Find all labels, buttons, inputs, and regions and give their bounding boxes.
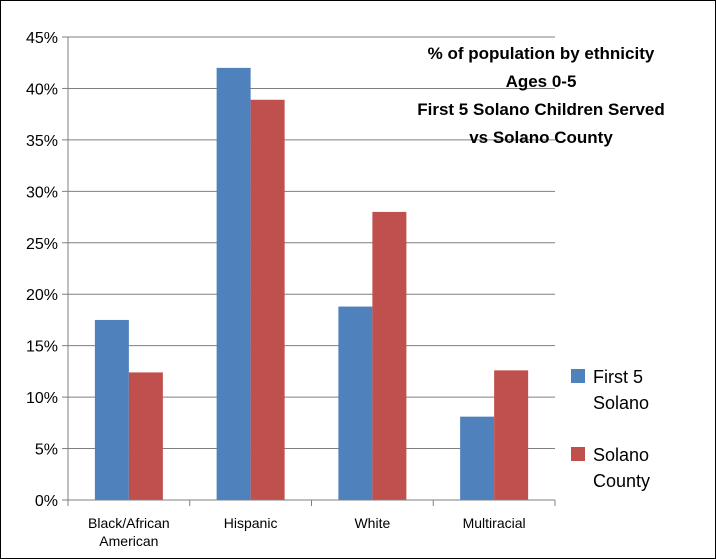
x-category-label: American: [99, 533, 158, 549]
legend-label: Solano: [593, 393, 649, 413]
y-tick-label: 5%: [35, 442, 58, 459]
x-category-label: Multiracial: [463, 515, 526, 531]
bar: [460, 416, 495, 500]
bar: [216, 67, 251, 500]
x-category-label: Black/African: [88, 515, 170, 531]
bar: [128, 372, 163, 500]
legend-label: County: [593, 471, 650, 491]
chart-title-line: First 5 Solano Children Served: [417, 100, 665, 119]
y-tick-label: 15%: [26, 339, 58, 356]
y-tick-label: 10%: [26, 390, 58, 407]
x-category-label: Hispanic: [224, 515, 278, 531]
legend-label: First 5: [593, 367, 643, 387]
bars: [94, 67, 529, 501]
y-tick-label: 35%: [26, 133, 58, 150]
bar: [338, 306, 373, 500]
bar: [250, 99, 285, 501]
y-tick-label: 45%: [26, 30, 58, 47]
legend-swatch: [571, 447, 585, 461]
bar: [494, 370, 529, 500]
x-category-label: White: [354, 515, 390, 531]
legend-label: Solano: [593, 445, 649, 465]
chart-title-line: Ages 0-5: [506, 72, 577, 91]
legend: First 5 Solano Solano County: [571, 367, 650, 491]
y-tick-label: 30%: [26, 184, 58, 201]
chart-title-line: % of population by ethnicity: [428, 44, 655, 63]
y-tick-labels: 0% 5% 10% 15% 20% 25% 30% 35% 40% 45%: [26, 30, 58, 510]
legend-swatch: [571, 369, 585, 383]
y-tick-label: 0%: [35, 493, 58, 510]
chart-title-line: vs Solano County: [469, 128, 613, 147]
bar: [372, 211, 407, 500]
chart-title: % of population by ethnicity Ages 0-5 Firs…: [417, 44, 665, 147]
x-category-labels: Black/African American Hispanic White Multir…: [88, 515, 526, 549]
y-tick-label: 25%: [26, 236, 58, 253]
axes: [67, 37, 556, 506]
y-tick-label: 40%: [26, 81, 58, 98]
bar: [94, 319, 129, 500]
y-tick-label: 20%: [26, 287, 58, 304]
